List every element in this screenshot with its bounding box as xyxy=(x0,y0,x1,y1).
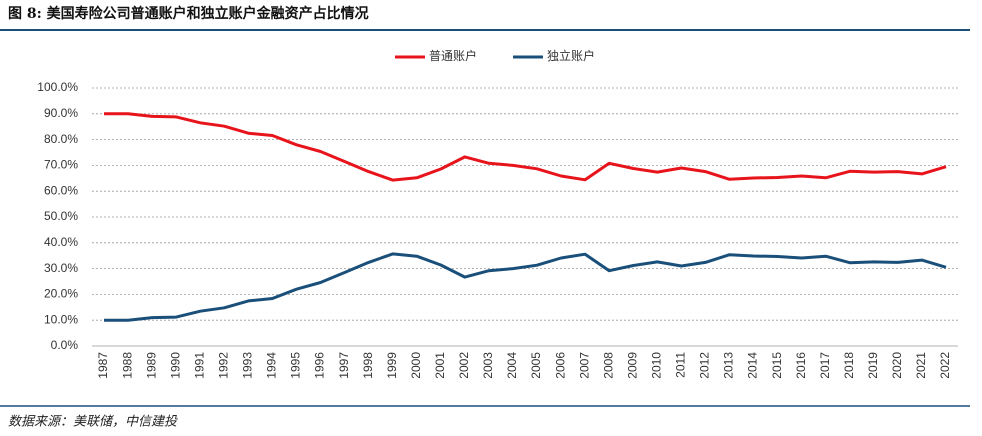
y-tick-label: 0.0% xyxy=(51,338,79,352)
y-tick-label: 90.0% xyxy=(44,106,78,120)
y-tick-label: 80.0% xyxy=(44,132,78,146)
x-tick-label: 2008 xyxy=(601,352,615,379)
x-tick-label: 2009 xyxy=(625,352,639,379)
x-tick-label: 1988 xyxy=(120,352,134,379)
x-tick-label: 2001 xyxy=(433,352,447,379)
x-tick-label: 2016 xyxy=(794,352,808,379)
y-tick-label: 10.0% xyxy=(44,312,78,326)
x-tick-label: 2021 xyxy=(914,352,928,379)
y-tick-label: 100.0% xyxy=(37,80,78,94)
x-tick-label: 2002 xyxy=(457,352,471,379)
y-tick-label: 20.0% xyxy=(44,287,78,301)
x-tick-label: 1996 xyxy=(313,352,327,379)
x-tick-label: 2022 xyxy=(938,352,952,379)
x-tick-label: 2011 xyxy=(674,352,688,378)
x-tick-label: 1987 xyxy=(96,352,110,379)
y-tick-label: 60.0% xyxy=(44,183,78,197)
x-tick-label: 1989 xyxy=(144,352,158,379)
x-tick-label: 1999 xyxy=(385,352,399,379)
x-tick-label: 1991 xyxy=(192,352,206,379)
x-tick-label: 2015 xyxy=(770,352,784,379)
source: 数据来源：美联储，中信建投 xyxy=(8,413,178,428)
x-tick-label: 1997 xyxy=(337,352,351,379)
legend-label: 普通账户 xyxy=(429,48,477,63)
x-tick-label: 1995 xyxy=(289,352,303,379)
y-tick-label: 40.0% xyxy=(44,235,78,249)
x-tick-label: 2018 xyxy=(842,352,856,379)
x-tick-label: 2019 xyxy=(866,352,880,379)
x-tick-label: 1993 xyxy=(241,352,255,379)
series-line xyxy=(104,112,947,182)
legend-label: 独立账户 xyxy=(547,48,595,63)
y-tick-label: 70.0% xyxy=(44,158,78,172)
x-tick-label: 2003 xyxy=(481,352,495,379)
x-tick-label: 2000 xyxy=(409,352,423,379)
x-tick-label: 1998 xyxy=(361,352,375,379)
x-tick-label: 2012 xyxy=(698,352,712,379)
x-tick-label: 2006 xyxy=(553,352,567,379)
x-tick-label: 2014 xyxy=(746,352,760,379)
x-tick-label: 2010 xyxy=(649,352,663,379)
x-tick-label: 2004 xyxy=(505,352,519,379)
y-tick-label: 50.0% xyxy=(44,209,78,223)
x-tick-label: 1994 xyxy=(265,352,279,379)
x-tick-label: 2007 xyxy=(577,352,591,379)
y-tick-label: 30.0% xyxy=(44,261,78,275)
x-tick-label: 2005 xyxy=(529,352,543,379)
series-line xyxy=(104,252,947,322)
chart-title: 图 8: 美国寿险公司普通账户和独立账户金融资产占比情况 xyxy=(8,5,369,22)
x-tick-label: 1990 xyxy=(168,352,182,379)
x-tick-label: 1992 xyxy=(216,352,230,379)
x-tick-label: 2017 xyxy=(818,352,832,379)
x-tick-label: 2013 xyxy=(722,352,736,379)
x-tick-label: 2020 xyxy=(890,352,904,379)
